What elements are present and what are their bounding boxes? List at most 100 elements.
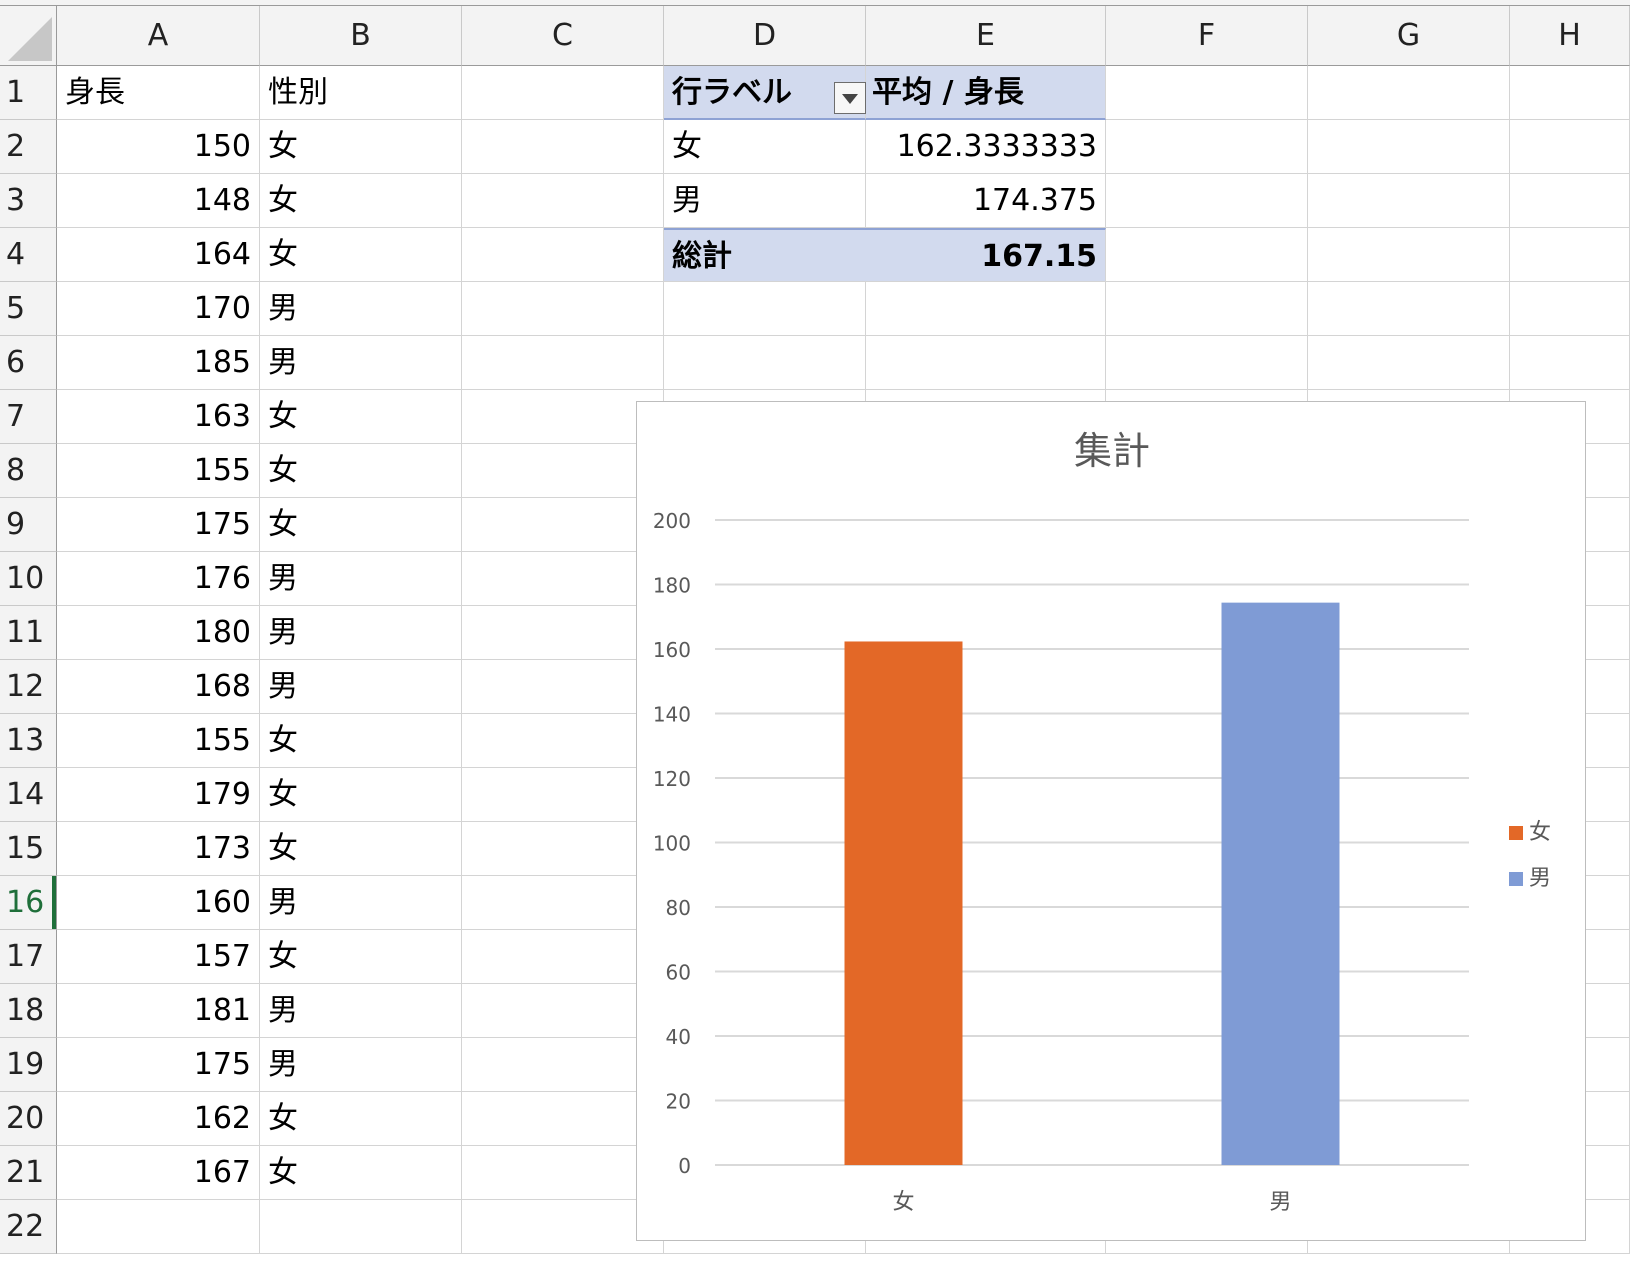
- pivot-row-value[interactable]: 174.375: [866, 174, 1106, 228]
- cell-C16[interactable]: [462, 876, 664, 930]
- height-cell[interactable]: 173: [57, 822, 260, 876]
- bar-男[interactable]: [1221, 602, 1340, 1165]
- row-header-2[interactable]: 2: [0, 120, 57, 174]
- column-header-D[interactable]: D: [664, 6, 866, 66]
- column-header-A[interactable]: A: [57, 6, 260, 66]
- row-header-5[interactable]: 5: [0, 282, 57, 336]
- cell-C19[interactable]: [462, 1038, 664, 1092]
- sex-cell[interactable]: 男: [260, 660, 462, 714]
- row-header-20[interactable]: 20: [0, 1092, 57, 1146]
- row-header-14[interactable]: 14: [0, 768, 57, 822]
- cell-G1[interactable]: [1308, 66, 1510, 120]
- pivot-row-label-header[interactable]: 行ラベル: [664, 66, 866, 120]
- column-header-G[interactable]: G: [1308, 6, 1510, 66]
- cell-C21[interactable]: [462, 1146, 664, 1200]
- row-header-18[interactable]: 18: [0, 984, 57, 1038]
- height-cell[interactable]: 160: [57, 876, 260, 930]
- column-header-F[interactable]: F: [1106, 6, 1308, 66]
- cell-G3[interactable]: [1308, 174, 1510, 228]
- sex-cell[interactable]: 男: [260, 984, 462, 1038]
- height-cell[interactable]: 185: [57, 336, 260, 390]
- row-header-17[interactable]: 17: [0, 930, 57, 984]
- cell-C17[interactable]: [462, 930, 664, 984]
- sex-cell[interactable]: 男: [260, 606, 462, 660]
- cell-C22[interactable]: [462, 1200, 664, 1254]
- cell-H5[interactable]: [1510, 282, 1630, 336]
- pivot-row-value[interactable]: 162.3333333: [866, 120, 1106, 174]
- sex-cell[interactable]: 男: [260, 1038, 462, 1092]
- cell-C1[interactable]: [462, 66, 664, 120]
- column-header-B[interactable]: B: [260, 6, 462, 66]
- cell-C3[interactable]: [462, 174, 664, 228]
- height-cell[interactable]: 157: [57, 930, 260, 984]
- cell-G6[interactable]: [1308, 336, 1510, 390]
- height-cell[interactable]: 162: [57, 1092, 260, 1146]
- height-cell[interactable]: 155: [57, 714, 260, 768]
- cell-C9[interactable]: [462, 498, 664, 552]
- row-header-10[interactable]: 10: [0, 552, 57, 606]
- cell-D5[interactable]: [664, 282, 866, 336]
- bar-女[interactable]: [844, 641, 963, 1165]
- height-cell[interactable]: 180: [57, 606, 260, 660]
- row-header-16[interactable]: 16: [0, 876, 57, 930]
- height-cell[interactable]: 167: [57, 1146, 260, 1200]
- row-header-1[interactable]: 1: [0, 66, 57, 120]
- sex-cell[interactable]: 女: [260, 1146, 462, 1200]
- cell-H6[interactable]: [1510, 336, 1630, 390]
- cell-C5[interactable]: [462, 282, 664, 336]
- row-header-9[interactable]: 9: [0, 498, 57, 552]
- height-cell[interactable]: 150: [57, 120, 260, 174]
- cell-C20[interactable]: [462, 1092, 664, 1146]
- cell-C18[interactable]: [462, 984, 664, 1038]
- height-cell[interactable]: 155: [57, 444, 260, 498]
- cell-A1[interactable]: 身長: [57, 66, 260, 120]
- column-header-H[interactable]: H: [1510, 6, 1630, 66]
- row-header-13[interactable]: 13: [0, 714, 57, 768]
- cell-H3[interactable]: [1510, 174, 1630, 228]
- row-header-15[interactable]: 15: [0, 822, 57, 876]
- sex-cell[interactable]: 男: [260, 282, 462, 336]
- cell-C8[interactable]: [462, 444, 664, 498]
- height-cell[interactable]: 163: [57, 390, 260, 444]
- sex-cell[interactable]: 女: [260, 120, 462, 174]
- sex-cell[interactable]: 男: [260, 552, 462, 606]
- sex-cell[interactable]: 女: [260, 174, 462, 228]
- height-cell[interactable]: 164: [57, 228, 260, 282]
- height-cell[interactable]: 168: [57, 660, 260, 714]
- cell-A22[interactable]: [57, 1200, 260, 1254]
- cell-H4[interactable]: [1510, 228, 1630, 282]
- cell-C11[interactable]: [462, 606, 664, 660]
- column-header-C[interactable]: C: [462, 6, 664, 66]
- pivot-row-label[interactable]: 男: [664, 174, 866, 228]
- height-cell[interactable]: 179: [57, 768, 260, 822]
- height-cell[interactable]: 170: [57, 282, 260, 336]
- cell-F3[interactable]: [1106, 174, 1308, 228]
- height-cell[interactable]: 176: [57, 552, 260, 606]
- cell-C14[interactable]: [462, 768, 664, 822]
- cell-C4[interactable]: [462, 228, 664, 282]
- cell-F5[interactable]: [1106, 282, 1308, 336]
- cell-G5[interactable]: [1308, 282, 1510, 336]
- cell-H1[interactable]: [1510, 66, 1630, 120]
- sex-cell[interactable]: 女: [260, 228, 462, 282]
- sex-cell[interactable]: 女: [260, 768, 462, 822]
- sex-cell[interactable]: 女: [260, 444, 462, 498]
- cell-C10[interactable]: [462, 552, 664, 606]
- cell-G2[interactable]: [1308, 120, 1510, 174]
- cell-C15[interactable]: [462, 822, 664, 876]
- cell-G4[interactable]: [1308, 228, 1510, 282]
- row-header-4[interactable]: 4: [0, 228, 57, 282]
- row-header-22[interactable]: 22: [0, 1200, 57, 1254]
- cell-C2[interactable]: [462, 120, 664, 174]
- cell-F2[interactable]: [1106, 120, 1308, 174]
- row-header-7[interactable]: 7: [0, 390, 57, 444]
- column-header-E[interactable]: E: [866, 6, 1106, 66]
- row-header-11[interactable]: 11: [0, 606, 57, 660]
- cell-F1[interactable]: [1106, 66, 1308, 120]
- cell-B22[interactable]: [260, 1200, 462, 1254]
- sex-cell[interactable]: 女: [260, 930, 462, 984]
- pivot-value-header[interactable]: 平均 / 身長: [866, 66, 1106, 120]
- cell-F4[interactable]: [1106, 228, 1308, 282]
- cell-E6[interactable]: [866, 336, 1106, 390]
- sex-cell[interactable]: 女: [260, 714, 462, 768]
